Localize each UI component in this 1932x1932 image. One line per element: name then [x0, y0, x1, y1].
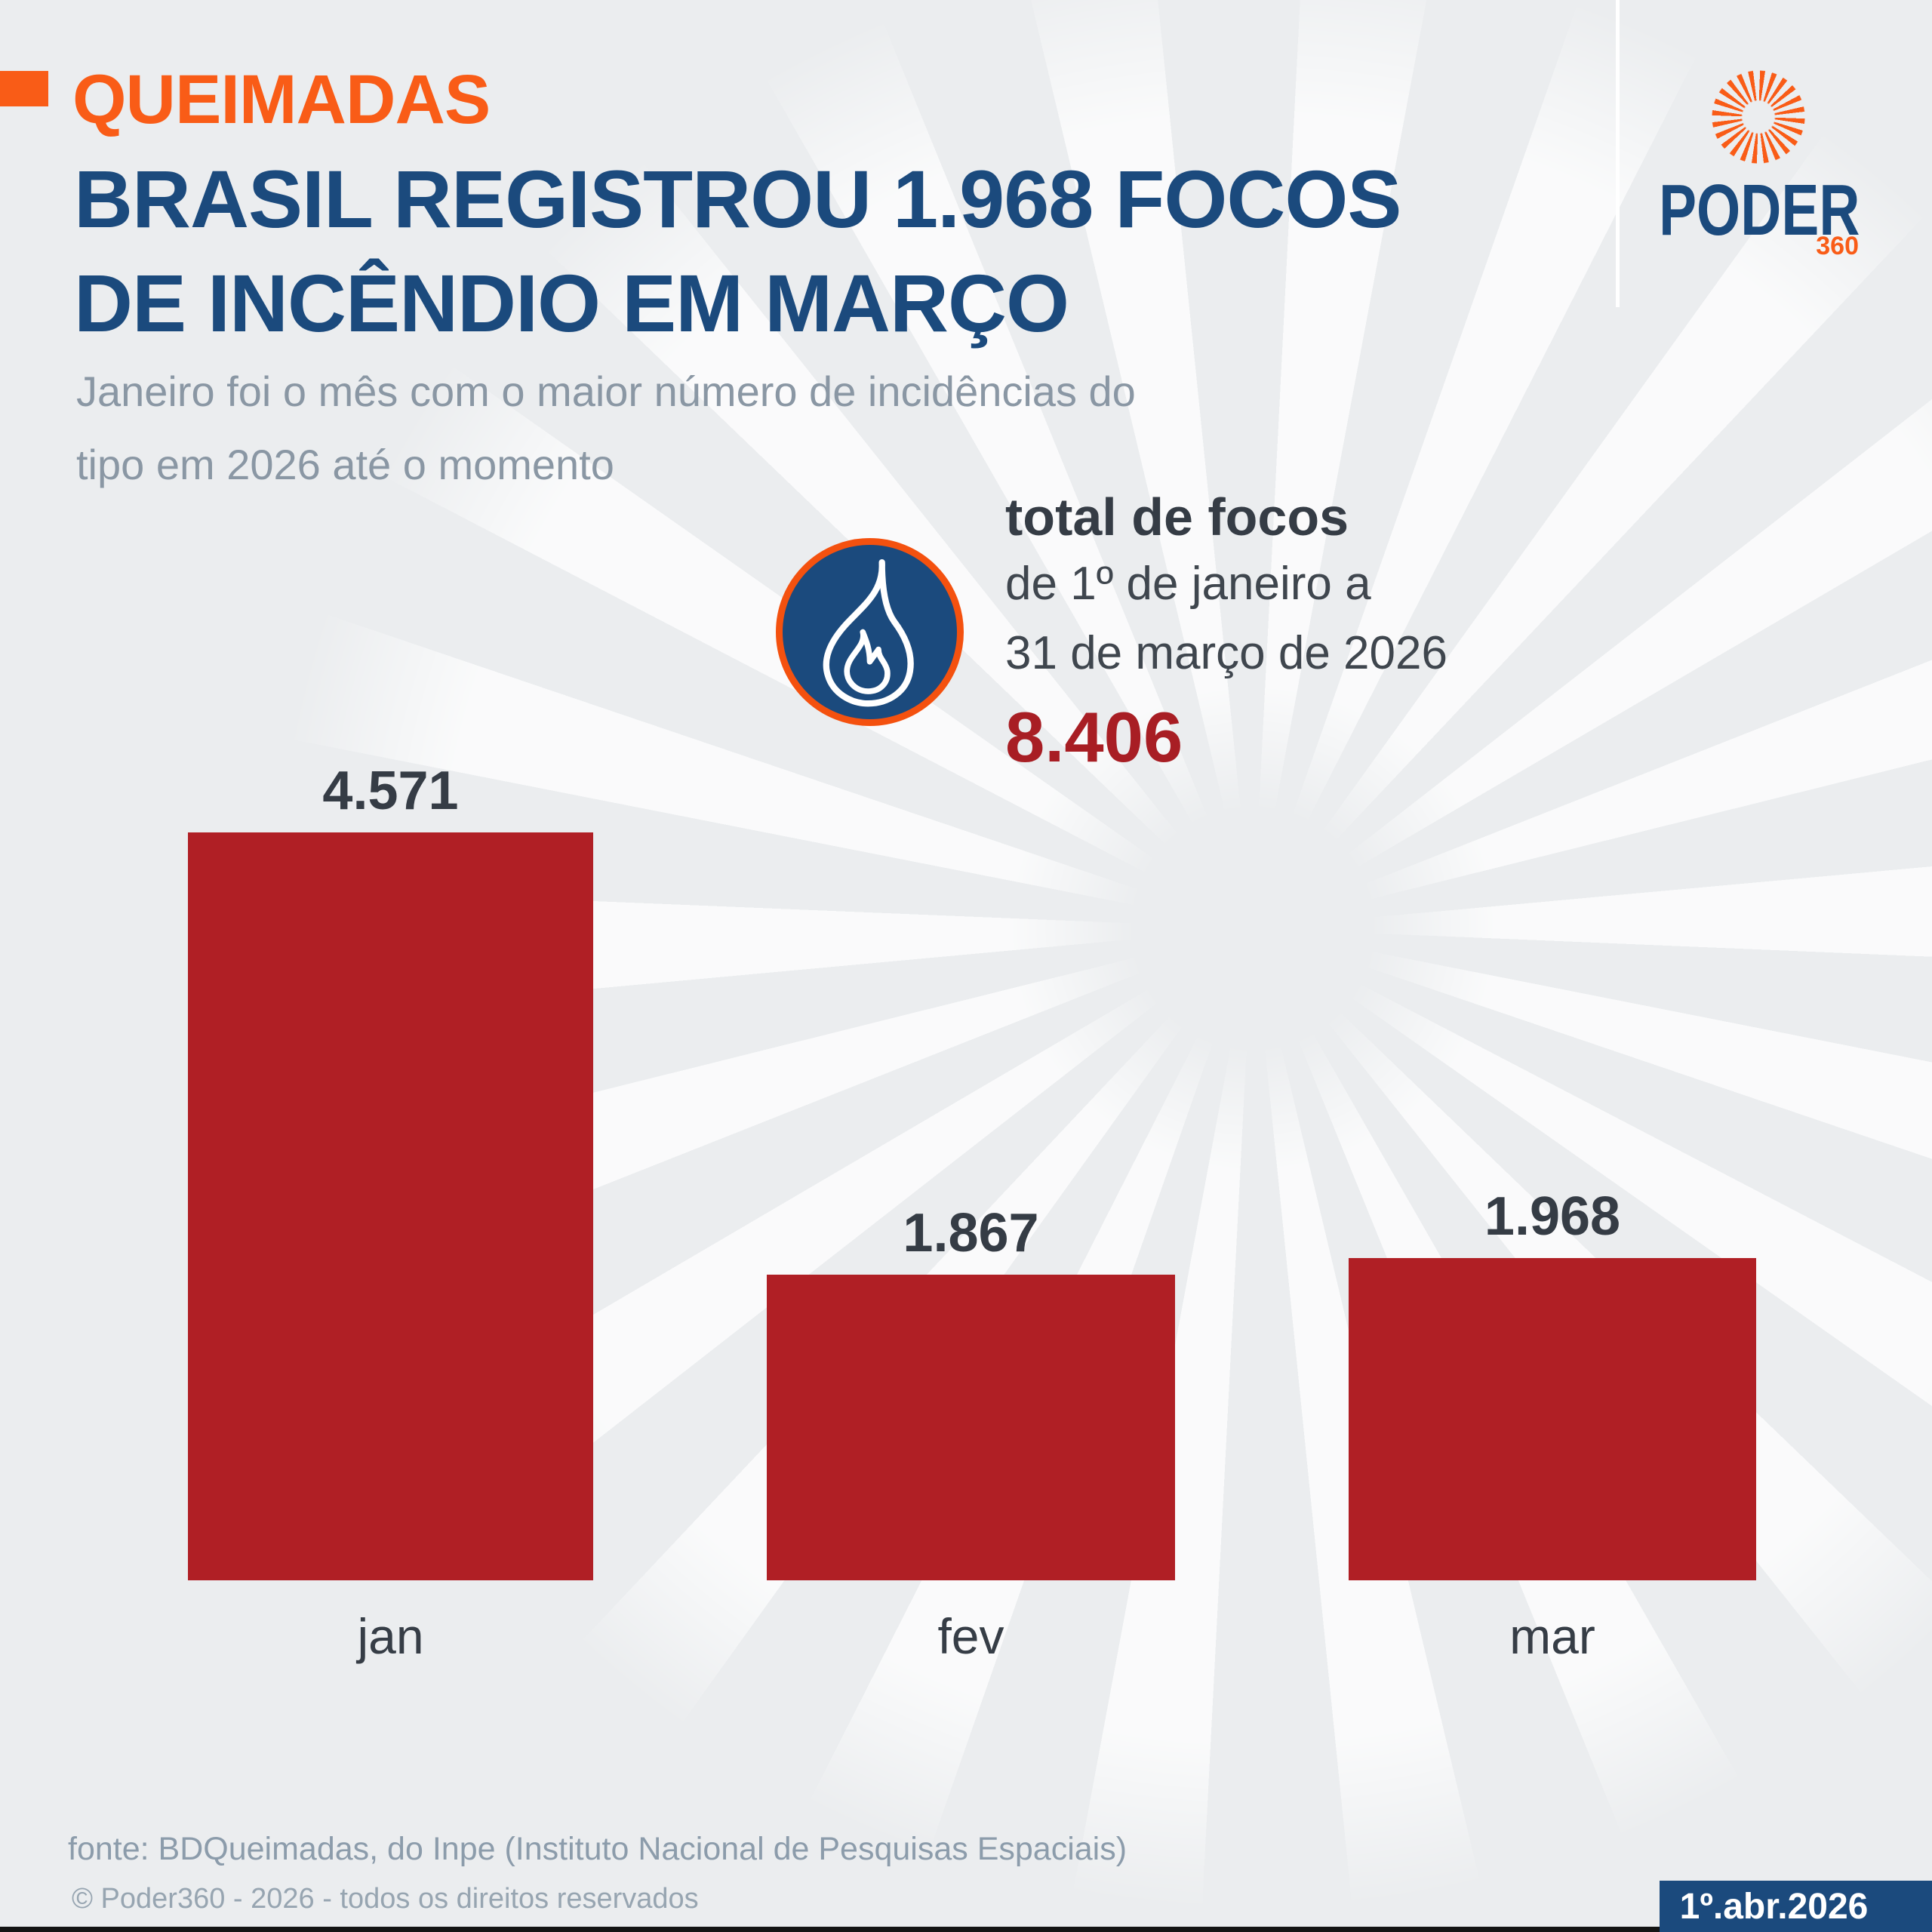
flame-badge [776, 538, 964, 726]
bar-month-fev: fev [937, 1608, 1004, 1664]
bar-group-fev: 1.867 fev [767, 0, 1175, 1932]
page-subtitle-line1: Janeiro foi o mês com o maior número de … [76, 368, 1136, 415]
bar-value-mar: 1.968 [1484, 1186, 1621, 1247]
page-subtitle: Janeiro foi o mês com o maior número de … [76, 355, 1136, 501]
summary-period-line1: de 1º de janeiro a [1005, 558, 1371, 610]
summary-label: total de focos [1005, 488, 1349, 546]
bar-value-fev: 1.867 [903, 1203, 1039, 1263]
footer-copyright: © Poder360 - 2026 - todos os direitos re… [72, 1883, 699, 1915]
date-badge: 1º.abr.2026 [1660, 1881, 1932, 1932]
bar-group-mar: 1.968 mar [1349, 0, 1756, 1932]
bar-fev: 1.867 [767, 1203, 1175, 1580]
bar-jan: 4.571 [188, 761, 593, 1580]
page-subtitle-line2: tipo em 2026 até o momento [76, 441, 614, 488]
flame-icon [823, 558, 914, 707]
page-title: BRASIL REGISTROU 1.968 FOCOS DE INCÊNDIO… [74, 147, 1401, 355]
kicker-label: QUEIMADAS [72, 61, 491, 138]
bar-month-jan: jan [357, 1608, 424, 1664]
poder360-suffix: 360 [1816, 232, 1859, 260]
page-title-line2: DE INCÊNDIO EM MARÇO [74, 257, 1069, 349]
page-title-line1: BRASIL REGISTROU 1.968 FOCOS [74, 153, 1401, 245]
bar-value-jan: 4.571 [322, 761, 459, 821]
bar-group-jan: 4.571 jan [188, 0, 593, 1932]
summary-period-line2: 31 de março de 2026 [1005, 627, 1447, 679]
summary-block: total de focos de 1º de janeiro a 31 de … [1005, 491, 1447, 773]
summary-period: de 1º de janeiro a 31 de março de 2026 [1005, 549, 1447, 688]
logo-divider-line [1616, 0, 1620, 307]
poder360-sun-icon [1710, 69, 1807, 165]
bar-month-mar: mar [1509, 1608, 1595, 1664]
footer-source: fonte: BDQueimadas, do Inpe (Instituto N… [68, 1831, 1128, 1867]
kicker-accent-block [0, 71, 48, 106]
poder360-wordmark: PODER [1658, 170, 1860, 251]
bottom-edge-strip [0, 1927, 1932, 1932]
summary-total-value: 8.406 [1005, 697, 1183, 777]
bar-mar: 1.968 [1349, 1186, 1756, 1580]
